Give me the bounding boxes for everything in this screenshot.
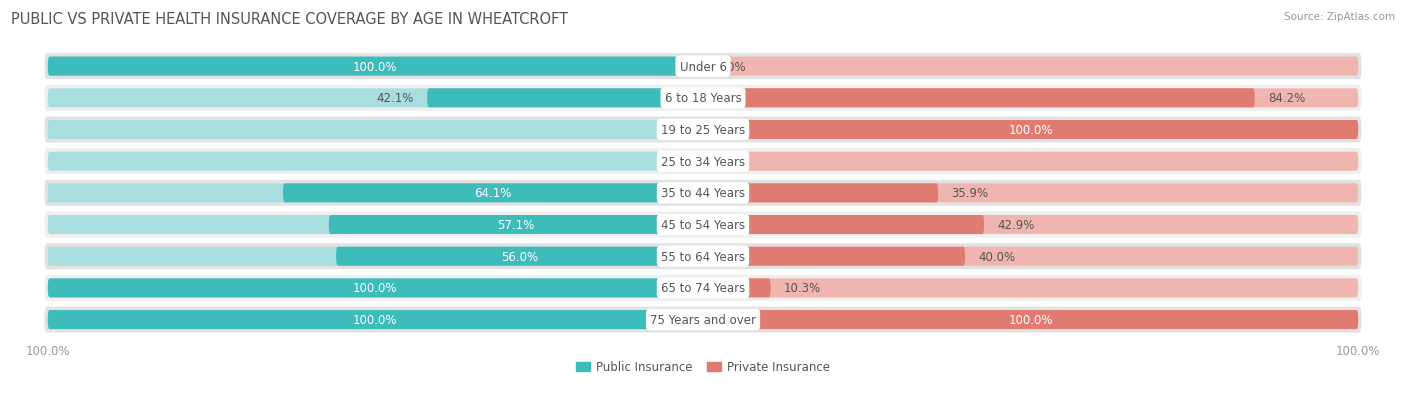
FancyBboxPatch shape [703,89,1358,108]
Text: 42.9%: 42.9% [997,218,1035,231]
Text: 0.0%: 0.0% [661,123,690,137]
Text: 0.0%: 0.0% [716,60,745,74]
FancyBboxPatch shape [703,89,1254,108]
FancyBboxPatch shape [48,152,703,171]
Text: 19 to 25 Years: 19 to 25 Years [661,123,745,137]
Text: 100.0%: 100.0% [1008,313,1053,326]
Legend: Public Insurance, Private Insurance: Public Insurance, Private Insurance [576,361,830,374]
Text: Source: ZipAtlas.com: Source: ZipAtlas.com [1284,12,1395,22]
Text: 42.1%: 42.1% [377,92,413,105]
FancyBboxPatch shape [336,247,703,266]
FancyBboxPatch shape [48,57,703,76]
Text: 100.0%: 100.0% [353,60,398,74]
Text: PUBLIC VS PRIVATE HEALTH INSURANCE COVERAGE BY AGE IN WHEATCROFT: PUBLIC VS PRIVATE HEALTH INSURANCE COVER… [11,12,568,27]
FancyBboxPatch shape [48,279,703,298]
Text: 84.2%: 84.2% [1268,92,1305,105]
FancyBboxPatch shape [45,212,1361,238]
FancyBboxPatch shape [48,216,703,235]
FancyBboxPatch shape [703,152,1358,171]
Text: 25 to 34 Years: 25 to 34 Years [661,155,745,168]
Text: 100.0%: 100.0% [353,282,398,294]
FancyBboxPatch shape [703,247,965,266]
Text: 65 to 74 Years: 65 to 74 Years [661,282,745,294]
FancyBboxPatch shape [48,57,703,76]
FancyBboxPatch shape [703,310,1358,329]
FancyBboxPatch shape [45,117,1361,143]
FancyBboxPatch shape [45,244,1361,270]
Text: 100.0%: 100.0% [353,313,398,326]
FancyBboxPatch shape [703,184,938,203]
FancyBboxPatch shape [703,121,1358,140]
FancyBboxPatch shape [48,310,703,329]
FancyBboxPatch shape [703,57,1358,76]
Text: 0.0%: 0.0% [716,155,745,168]
FancyBboxPatch shape [703,216,1358,235]
FancyBboxPatch shape [48,121,703,140]
Text: 6 to 18 Years: 6 to 18 Years [665,92,741,105]
FancyBboxPatch shape [48,247,703,266]
FancyBboxPatch shape [45,85,1361,112]
FancyBboxPatch shape [45,275,1361,301]
FancyBboxPatch shape [283,184,703,203]
Text: 100.0%: 100.0% [1008,123,1053,137]
Text: 10.3%: 10.3% [783,282,821,294]
FancyBboxPatch shape [703,121,1358,140]
Text: 64.1%: 64.1% [474,187,512,200]
FancyBboxPatch shape [45,180,1361,206]
FancyBboxPatch shape [703,279,770,298]
FancyBboxPatch shape [45,307,1361,333]
Text: 56.0%: 56.0% [501,250,538,263]
Text: 35 to 44 Years: 35 to 44 Years [661,187,745,200]
Text: Under 6: Under 6 [679,60,727,74]
FancyBboxPatch shape [703,247,1358,266]
FancyBboxPatch shape [45,54,1361,80]
Text: 35.9%: 35.9% [952,187,988,200]
Text: 55 to 64 Years: 55 to 64 Years [661,250,745,263]
FancyBboxPatch shape [703,279,1358,298]
FancyBboxPatch shape [48,184,703,203]
FancyBboxPatch shape [703,184,1358,203]
FancyBboxPatch shape [703,310,1358,329]
Text: 45 to 54 Years: 45 to 54 Years [661,218,745,231]
Text: 75 Years and over: 75 Years and over [650,313,756,326]
FancyBboxPatch shape [329,216,703,235]
FancyBboxPatch shape [48,89,703,108]
FancyBboxPatch shape [703,216,984,235]
Text: 40.0%: 40.0% [979,250,1015,263]
FancyBboxPatch shape [427,89,703,108]
FancyBboxPatch shape [45,149,1361,175]
FancyBboxPatch shape [48,279,703,298]
Text: 0.0%: 0.0% [661,155,690,168]
FancyBboxPatch shape [48,310,703,329]
Text: 57.1%: 57.1% [498,218,534,231]
